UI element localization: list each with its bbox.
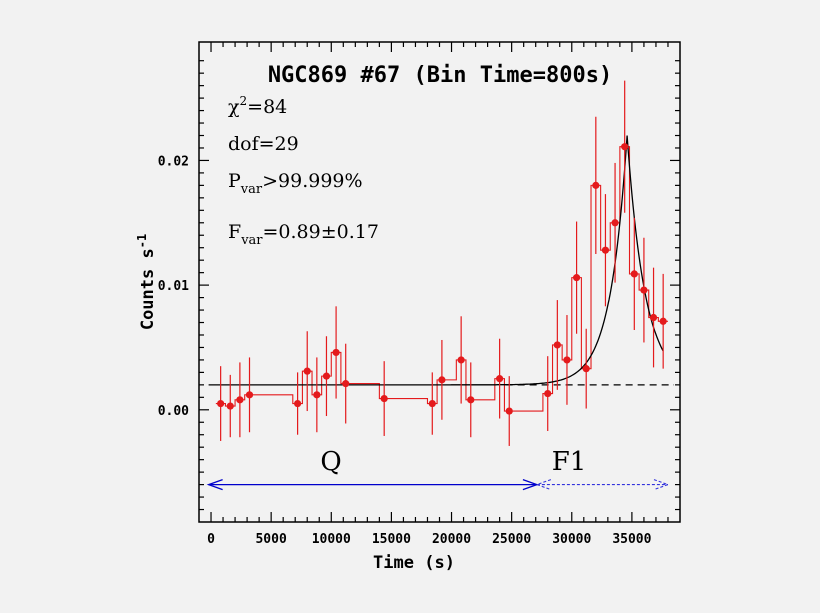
x-tick-label: 20000 — [432, 532, 471, 547]
data-points — [217, 143, 667, 415]
fvar-stat: Fvar=0.89±0.17 — [228, 221, 379, 248]
y-tick-labels: 0.00 0.01 0.02 — [158, 154, 189, 418]
f1-phase-label: F1 — [552, 447, 587, 477]
y-tick-label: 0.00 — [158, 404, 189, 419]
y-tick-label: 0.02 — [158, 154, 189, 169]
data-point — [457, 356, 465, 364]
x-tick-label: 30000 — [552, 532, 591, 547]
x-tick-label: 5000 — [255, 532, 286, 547]
dof-stat: dof=29 — [228, 133, 299, 155]
x-tick-label: 10000 — [312, 532, 351, 547]
data-point — [236, 396, 244, 404]
data-point — [611, 219, 619, 227]
f1-arrow-right-head — [653, 479, 670, 491]
chart-title: NGC869 #67 (Bin Time=800s) — [268, 63, 612, 88]
data-point — [649, 313, 658, 322]
data-point — [332, 348, 340, 357]
data-point — [496, 375, 504, 383]
pvar-stat: Pvar>99.999% — [228, 170, 363, 197]
x-tick-label: 25000 — [492, 532, 531, 547]
model-curve-line — [208, 135, 664, 386]
data-point — [553, 341, 561, 349]
data-point — [380, 394, 388, 403]
data-point — [505, 407, 513, 415]
model-fit-curve — [208, 135, 664, 386]
data-point — [467, 396, 475, 404]
x-tick-label: 15000 — [372, 532, 411, 547]
data-point — [582, 365, 590, 373]
data-point — [342, 380, 350, 388]
data-point — [544, 389, 552, 398]
data-point — [659, 317, 667, 325]
data-point — [438, 376, 446, 384]
x-tick-label: 0 — [207, 532, 215, 547]
y-tick-label: 0.01 — [158, 279, 189, 294]
data-point — [294, 399, 302, 408]
data-point — [630, 270, 638, 278]
data-point — [601, 246, 610, 254]
data-point — [428, 399, 436, 408]
data-point — [640, 286, 648, 294]
axis-ticks — [199, 42, 680, 522]
data-point — [322, 372, 331, 380]
q-arrow-left-head — [206, 478, 223, 491]
phase-arrows — [206, 478, 670, 491]
data-point — [621, 143, 629, 151]
x-tick-label: 35000 — [612, 532, 651, 547]
data-point — [303, 367, 311, 375]
data-point — [245, 391, 254, 399]
chi2-stat: χ2=84 — [228, 94, 287, 118]
x-axis-label: Time (s) — [373, 553, 455, 573]
y-axis-label: Counts s-1 — [135, 234, 158, 330]
data-point — [313, 391, 321, 399]
data-point — [563, 356, 571, 364]
data-point — [572, 274, 581, 282]
q-phase-label: Q — [320, 447, 341, 477]
x-tick-labels: 0 5000 10000 15000 20000 25000 30000 35000 — [207, 532, 652, 547]
data-point — [217, 399, 225, 408]
data-point — [226, 402, 234, 410]
data-point — [592, 181, 600, 189]
